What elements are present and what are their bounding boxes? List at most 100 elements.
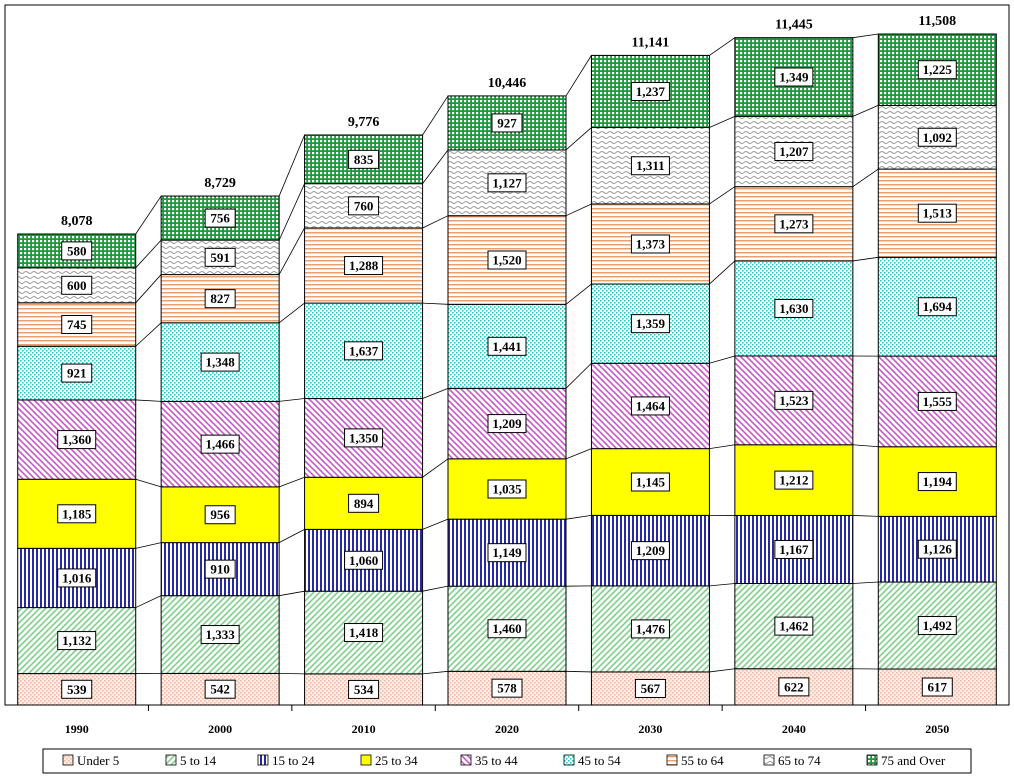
series-connector-line [278,134,305,197]
legend-swatch-5-to-14 [165,754,177,766]
data-label: 580 [67,243,87,258]
bar-25-to-34-2030 [590,448,710,516]
series-connector-line [135,542,162,549]
data-label-box [917,60,957,80]
series-connector-line [709,260,736,285]
legend-label-75-and-over: 75 and Over [881,753,946,768]
legend-swatch-under-5 [62,754,74,766]
data-label-box [630,541,670,561]
series-connector-line [278,529,305,543]
legend-label-5-to-14: 5 to 14 [180,753,217,768]
data-label: 1,630 [779,301,808,316]
data-label: 1,513 [923,206,953,221]
data-label: 1,333 [206,627,236,642]
data-label: 1,462 [779,619,808,634]
data-label: 1,476 [636,621,666,636]
series-connector-line [565,448,592,460]
data-label: 1,209 [636,543,666,558]
series-connector-line [565,362,592,389]
series-connector-line [135,595,162,608]
series-connector-line [565,283,592,305]
data-label: 534 [354,682,374,697]
data-label: 1,016 [62,570,92,585]
data-label-box [774,142,814,162]
data-label-box [57,504,97,524]
legend-label-15-to-24: 15 to 24 [272,753,315,768]
data-label-box [487,173,527,193]
data-label: 1,418 [349,625,379,640]
data-label-box [630,81,670,101]
series-connector-line [852,256,879,262]
data-label: 760 [354,198,374,213]
data-label: 567 [641,681,661,696]
data-label-box [61,363,93,383]
x-tick-label-2010: 2010 [352,722,376,736]
series-connector-line [852,105,879,117]
data-label-box [917,472,957,492]
data-label-box [921,677,953,697]
data-label-box [61,315,93,335]
data-label: 1,207 [779,144,809,159]
total-label-2030: 11,141 [632,35,670,50]
legend-label-55-to-64: 55 to 64 [681,753,724,768]
series-connector-line [852,33,879,39]
data-label-box [61,241,93,261]
data-label: 1,348 [206,355,236,370]
data-label-box [204,505,236,525]
data-label: 1,273 [779,216,809,231]
data-label: 1,209 [492,416,522,431]
series-connector-line [852,168,879,188]
data-label: 1,225 [923,62,953,77]
data-label-box [774,470,814,490]
data-label-box [778,677,810,697]
series-connector-line [852,581,879,584]
legend-label-25-to-34: 25 to 34 [375,753,418,768]
data-label: 1,460 [492,621,521,636]
x-tick-label-2040: 2040 [782,722,806,736]
series-connector-line [565,203,592,217]
data-label-box [630,396,670,416]
series-connector-line [852,515,879,517]
data-label: 745 [67,317,87,332]
data-label: 1,212 [779,473,808,488]
data-label-box [487,619,527,639]
data-label-box [630,619,670,639]
series-connector-line [135,322,162,347]
data-label: 1,167 [779,542,809,557]
data-label: 1,060 [349,553,378,568]
data-label-box [61,679,93,699]
data-label-box [630,234,670,254]
data-label-box [487,336,527,356]
series-connector-line [852,444,879,448]
data-label-box [774,539,814,559]
data-label-box [491,678,523,698]
series-connector-line [279,398,305,402]
legend-swatch-75-and-over [866,754,878,766]
total-label-2010: 9,776 [348,115,380,130]
series-connector-line [135,239,162,269]
x-tick-label-1990: 1990 [65,722,89,736]
data-label-box [348,196,380,216]
legend-label-65-to-74: 65 to 74 [778,753,821,768]
data-label: 1,185 [62,506,92,521]
data-label: 591 [210,250,230,265]
data-label-box [200,625,240,645]
data-label-box [487,414,527,434]
data-label-box [630,156,670,176]
series-connector-line [709,355,735,364]
data-label-box [917,203,957,223]
series-connector-line [709,37,736,56]
series-connector-line [135,478,162,488]
data-label: 578 [497,681,517,696]
series-connector-line [422,387,449,399]
data-label: 1,349 [779,70,809,85]
series-connector-line [422,670,449,675]
data-label-box [487,543,527,563]
data-label: 927 [497,115,517,130]
series-connector-line [135,399,162,402]
legend-swatch-35-to-44 [460,754,472,766]
data-label-box [200,352,240,372]
x-tick-label-2020: 2020 [495,722,519,736]
total-label-2000: 8,729 [204,176,236,191]
data-label: 539 [67,682,87,697]
